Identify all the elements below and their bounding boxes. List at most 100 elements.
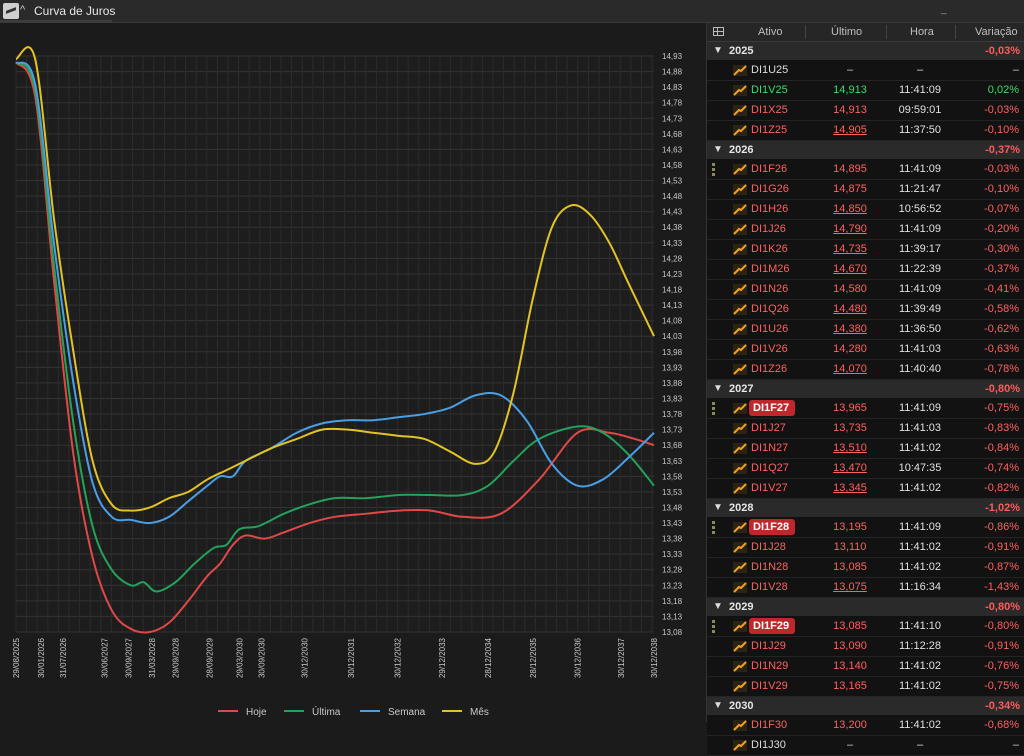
group-header[interactable]: ▼ 2027 -0,80% <box>707 380 1024 399</box>
table-row[interactable]: DI1N29 13,140 11:41:02 -0,76% <box>707 657 1024 677</box>
asset-symbol[interactable]: DI1U26 <box>751 323 789 335</box>
y-tick-label: 14,88 <box>662 68 683 77</box>
drag-handle-icon[interactable] <box>712 521 715 534</box>
group-variation: -1,02% <box>985 502 1020 514</box>
asset-symbol[interactable]: DI1V28 <box>751 581 788 593</box>
asset-symbol[interactable]: DI1F27 <box>749 400 796 416</box>
col-variacao[interactable]: Variação <box>975 26 1018 38</box>
group-header[interactable]: ▼ 2025 -0,03% <box>707 42 1024 61</box>
drag-handle-icon[interactable] <box>712 402 715 415</box>
table-row[interactable]: DI1V28 13,075 11:16:34 -1,43% <box>707 578 1024 598</box>
asset-symbol[interactable]: DI1F30 <box>751 719 788 731</box>
yield-curve-chart[interactable]: 14,93 14,88 14,83 14,78 14,73 14,68 14,63 14,58… <box>0 23 706 722</box>
asset-symbol[interactable]: DI1J27 <box>751 422 786 434</box>
col-hora[interactable]: Hora <box>910 26 934 38</box>
table-row[interactable]: DI1N26 14,580 11:41:09 -0,41% <box>707 280 1024 300</box>
table-row[interactable]: DI1G26 14,875 11:21:47 -0,10% <box>707 180 1024 200</box>
window-title: Curva de Juros <box>34 4 116 18</box>
sparkline-icon <box>733 740 747 751</box>
asset-symbol[interactable]: DI1F26 <box>751 163 788 175</box>
asset-symbol[interactable]: DI1F29 <box>749 618 796 634</box>
table-row[interactable]: DI1J26 14,790 11:41:09 -0,20% <box>707 220 1024 240</box>
table-row[interactable]: DI1Z25 14,905 11:37:50 -0,10% <box>707 121 1024 141</box>
table-row[interactable]: DI1N27 13,510 11:41:02 -0,84% <box>707 439 1024 459</box>
expand-triangle-icon[interactable]: ▼ <box>713 601 723 612</box>
x-tick-label: 31/07/2026 <box>59 637 68 678</box>
asset-symbol[interactable]: DI1X25 <box>751 104 788 116</box>
asset-symbol[interactable]: DI1J29 <box>751 640 786 652</box>
asset-symbol[interactable]: DI1Q27 <box>751 462 789 474</box>
table-row[interactable]: DI1J28 13,110 11:41:02 -0,91% <box>707 538 1024 558</box>
expand-triangle-icon[interactable]: ▼ <box>713 502 723 513</box>
table-row[interactable]: DI1U25 – – – <box>707 61 1024 81</box>
collapse-chevron-icon[interactable]: ^ <box>20 4 26 16</box>
asset-symbol[interactable]: DI1N28 <box>751 561 789 573</box>
sparkline-icon <box>733 184 747 195</box>
asset-symbol[interactable]: DI1Q26 <box>751 303 789 315</box>
asset-symbol[interactable]: DI1V29 <box>751 680 788 692</box>
asset-symbol[interactable]: DI1J26 <box>751 223 786 235</box>
asset-symbol[interactable]: DI1U25 <box>751 64 789 76</box>
table-row[interactable]: DI1Q27 13,470 10:47:35 -0,74% <box>707 459 1024 479</box>
expand-triangle-icon[interactable]: ▼ <box>713 700 723 711</box>
col-separator[interactable] <box>955 25 956 39</box>
drag-handle-icon[interactable] <box>712 620 715 633</box>
col-separator[interactable] <box>805 25 806 39</box>
last-price: 14,280 <box>833 343 867 355</box>
last-price: 14,895 <box>833 163 867 175</box>
quotes-table: Ativo Último Hora Variação ▼ 2025 -0,03% DI… <box>706 23 1024 756</box>
asset-symbol[interactable]: DI1J28 <box>751 541 786 553</box>
table-row[interactable]: DI1F29 13,085 11:41:10 -0,80% <box>707 617 1024 637</box>
drag-handle-icon[interactable] <box>712 163 715 176</box>
asset-symbol[interactable]: DI1V26 <box>751 343 788 355</box>
asset-symbol[interactable]: DI1N29 <box>751 660 789 672</box>
group-header[interactable]: ▼ 2026 -0,37% <box>707 141 1024 160</box>
table-grid-icon[interactable] <box>713 27 724 36</box>
table-row[interactable]: DI1Z26 14,070 11:40:40 -0,78% <box>707 360 1024 380</box>
col-ativo[interactable]: Ativo <box>758 26 783 38</box>
table-row[interactable]: DI1Q26 14,480 11:39:49 -0,58% <box>707 300 1024 320</box>
table-row[interactable]: DI1M26 14,670 11:22:39 -0,37% <box>707 260 1024 280</box>
table-row[interactable]: DI1V26 14,280 11:41:03 -0,63% <box>707 340 1024 360</box>
asset-symbol[interactable]: DI1H26 <box>751 203 789 215</box>
trade-time: 11:41:09 <box>898 223 941 235</box>
expand-triangle-icon[interactable]: ▼ <box>713 45 723 56</box>
table-row[interactable]: DI1U26 14,380 11:36:50 -0,62% <box>707 320 1024 340</box>
table-row[interactable]: DI1X25 14,913 09:59:01 -0,03% <box>707 101 1024 121</box>
col-ultimo[interactable]: Último <box>831 26 863 38</box>
asset-symbol[interactable]: DI1M26 <box>751 263 790 275</box>
variation: -0,68% <box>984 719 1019 731</box>
asset-symbol[interactable]: DI1Z26 <box>751 363 788 375</box>
group-header[interactable]: ▼ 2028 -1,02% <box>707 499 1024 518</box>
table-row[interactable]: DI1H26 14,850 10:56:52 -0,07% <box>707 200 1024 220</box>
asset-symbol[interactable]: DI1V27 <box>751 482 788 494</box>
group-header[interactable]: ▼ 2030 -0,34% <box>707 697 1024 716</box>
col-separator[interactable] <box>886 25 887 39</box>
table-row[interactable]: DI1V29 13,165 11:41:02 -0,75% <box>707 677 1024 697</box>
minimize-icon[interactable]: _ <box>941 4 947 15</box>
asset-symbol[interactable]: DI1Z25 <box>751 124 788 136</box>
table-row[interactable]: DI1V25 14,913 11:41:09 0,02% <box>707 81 1024 101</box>
table-row[interactable]: DI1J29 13,090 11:12:28 -0,91% <box>707 637 1024 657</box>
asset-symbol[interactable]: DI1N26 <box>751 283 789 295</box>
asset-symbol[interactable]: DI1G26 <box>751 183 789 195</box>
table-row[interactable]: DI1J30 – – – <box>707 736 1024 756</box>
sparkline-icon <box>733 324 747 335</box>
asset-symbol[interactable]: DI1J30 <box>751 739 786 751</box>
table-row[interactable]: DI1F28 13,195 11:41:09 -0,86% <box>707 518 1024 538</box>
asset-symbol[interactable]: DI1V25 <box>751 84 788 96</box>
table-row[interactable]: DI1F30 13,200 11:41:02 -0,68% <box>707 716 1024 736</box>
expand-triangle-icon[interactable]: ▼ <box>713 144 723 155</box>
table-row[interactable]: DI1V27 13,345 11:41:02 -0,82% <box>707 479 1024 499</box>
table-row[interactable]: DI1K26 14,735 11:39:17 -0,30% <box>707 240 1024 260</box>
table-row[interactable]: DI1F26 14,895 11:41:09 -0,03% <box>707 160 1024 180</box>
table-row[interactable]: DI1F27 13,965 11:41:09 -0,75% <box>707 399 1024 419</box>
asset-symbol[interactable]: DI1N27 <box>751 442 789 454</box>
asset-symbol[interactable]: DI1F28 <box>749 519 796 535</box>
asset-symbol[interactable]: DI1K26 <box>751 243 788 255</box>
y-tick-label: 14,68 <box>662 130 683 139</box>
expand-triangle-icon[interactable]: ▼ <box>713 383 723 394</box>
table-row[interactable]: DI1J27 13,735 11:41:03 -0,83% <box>707 419 1024 439</box>
group-header[interactable]: ▼ 2029 -0,80% <box>707 598 1024 617</box>
table-row[interactable]: DI1N28 13,085 11:41:02 -0,87% <box>707 558 1024 578</box>
